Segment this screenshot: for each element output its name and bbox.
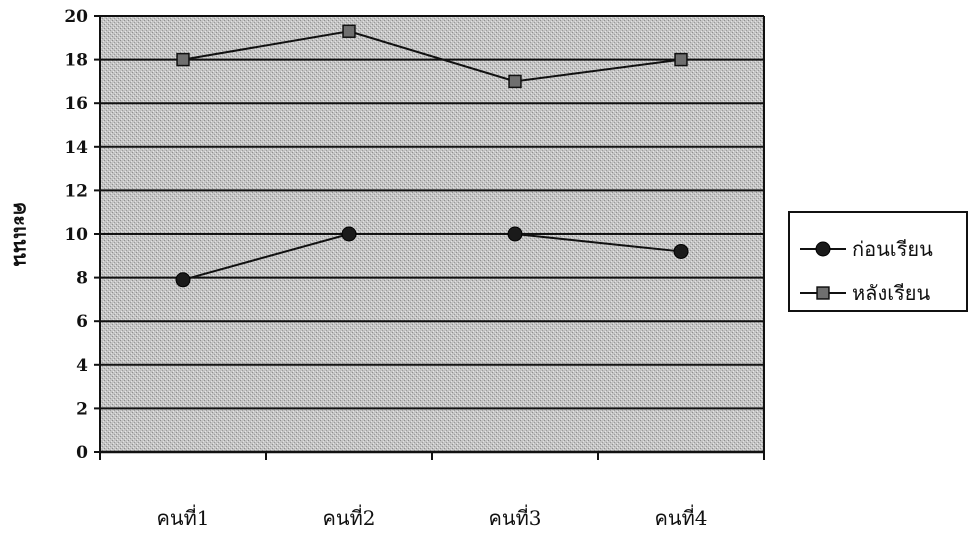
y-tick-label: 14 [64,138,88,158]
y-tick-label: 2 [76,399,88,419]
legend-item: หลังเรียน [800,281,931,305]
x-axis: คนที่1 คนที่2 คนที่3 คนที่4 [99,450,765,530]
data-point [507,226,523,242]
legend-label: ก่อนเรียน [852,237,933,261]
y-axis-title: คะแนน [9,202,33,267]
series-1 [175,226,689,288]
data-point [816,286,830,300]
y-tick-label: 10 [64,225,88,245]
data-point [176,52,190,67]
y-axis: 0 2 4 6 8 10 12 14 16 18 20 [64,7,765,463]
data-point [508,74,522,89]
y-tick-label: 4 [76,356,88,376]
legend-item: ก่อนเรียน [800,237,933,261]
x-category-label: คนที่4 [655,504,708,530]
data-point [342,24,356,38]
x-category-label: คนที่3 [489,504,542,530]
series-group [175,24,689,288]
series-line [182,30,682,83]
data-point [673,243,689,259]
data-point [175,272,191,288]
data-point [341,226,357,242]
y-tick-label: 0 [76,443,88,463]
data-point [815,241,831,257]
y-tick-label: 18 [64,51,88,71]
y-tick-label: 12 [64,181,88,201]
y-tick-label: 16 [64,94,88,114]
y-tick-label: 20 [64,7,88,27]
x-category-label: คนที่1 [157,504,210,530]
legend-label: หลังเรียน [852,281,931,305]
y-tick-label: 8 [76,269,88,289]
y-tick-label: 6 [76,312,88,332]
series-line [182,233,682,281]
series-2 [176,24,688,89]
data-point [674,52,688,67]
x-category-label: คนที่2 [323,504,376,530]
